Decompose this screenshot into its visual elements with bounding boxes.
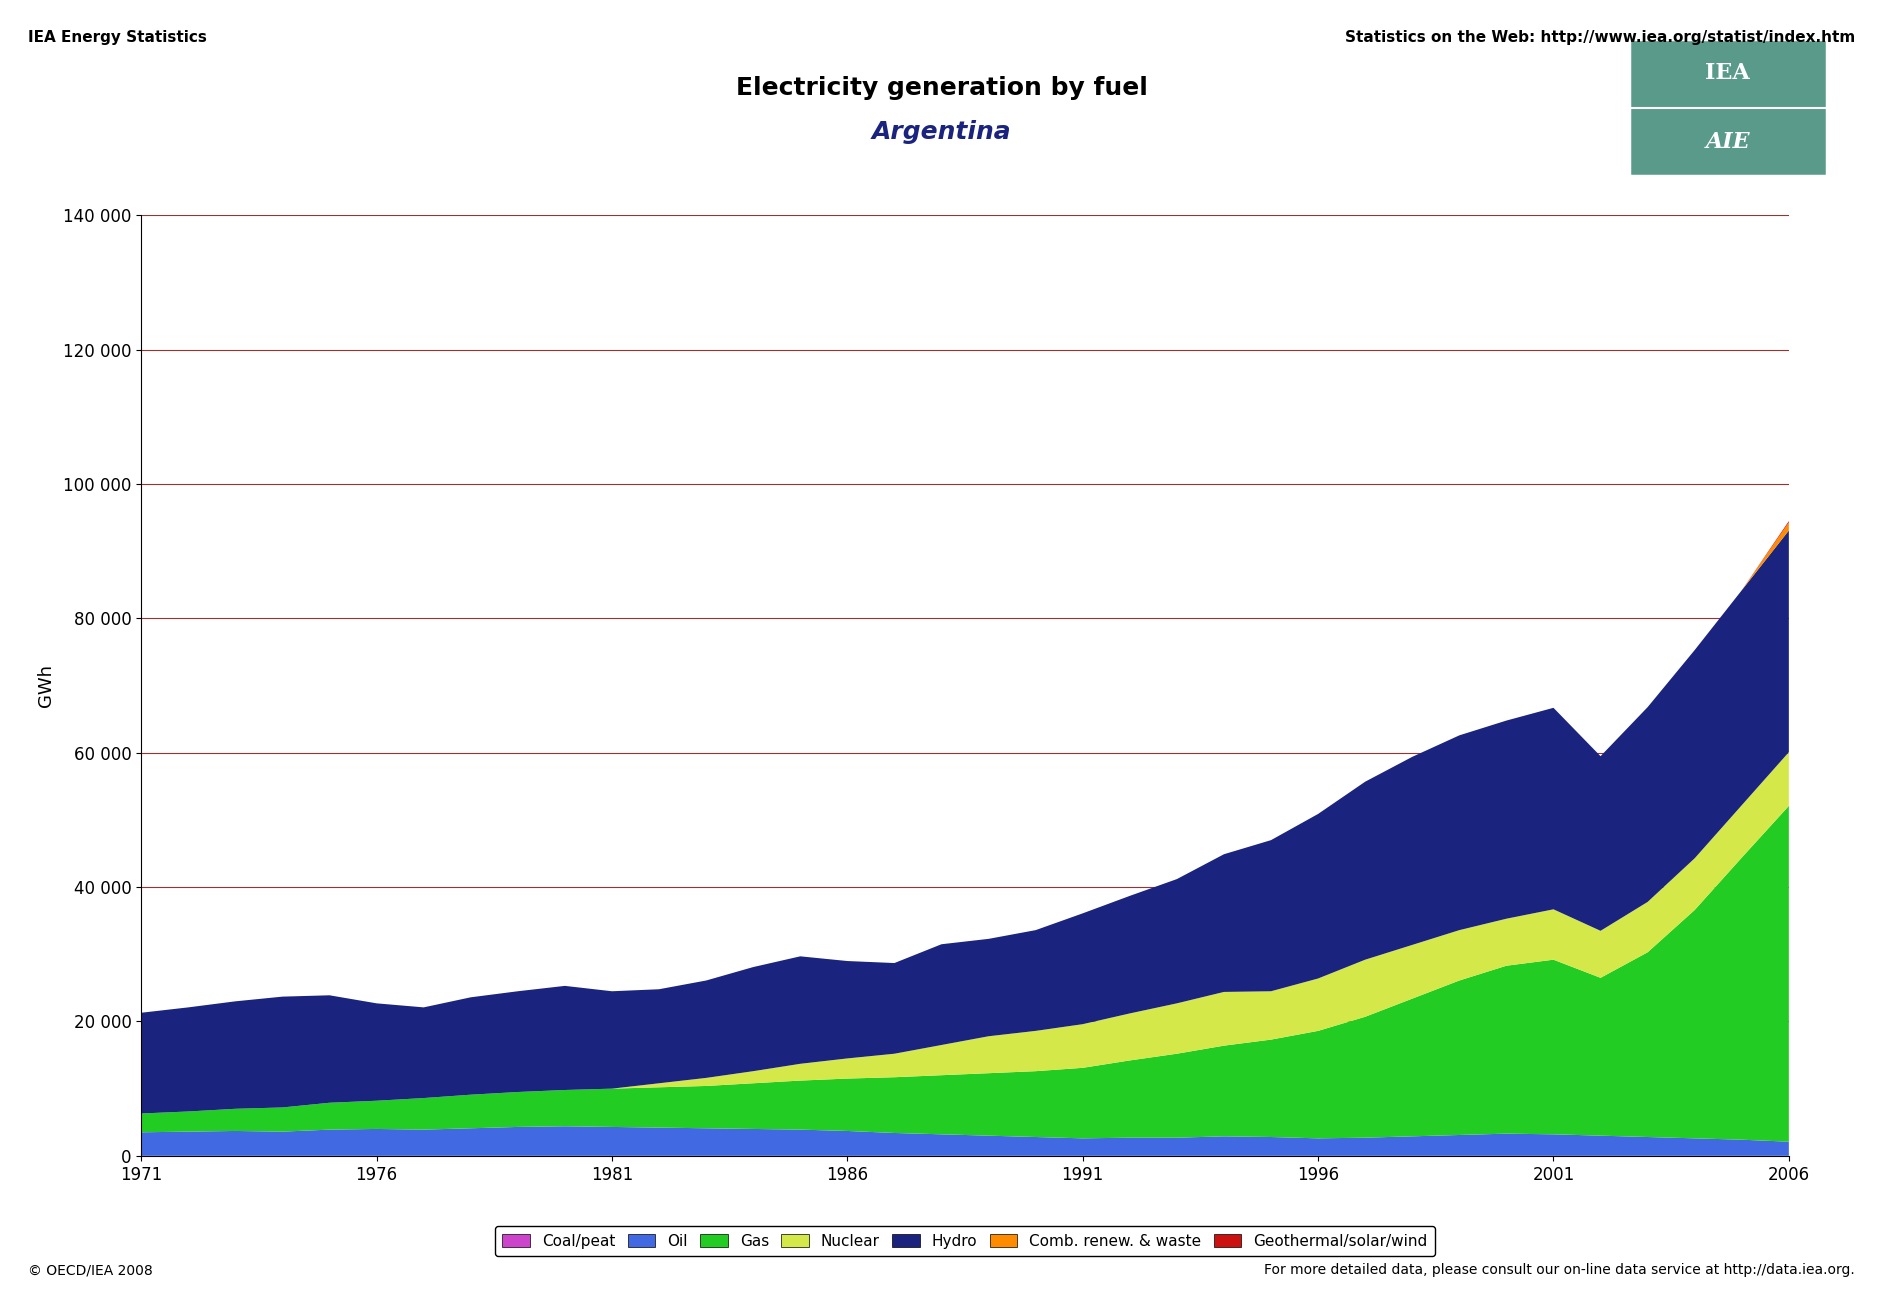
Text: AIE: AIE xyxy=(1705,131,1748,153)
Legend: Coal/peat, Oil, Gas, Nuclear, Hydro, Comb. renew. & waste, Geothermal/solar/wind: Coal/peat, Oil, Gas, Nuclear, Hydro, Com… xyxy=(495,1226,1434,1256)
Text: Argentina: Argentina xyxy=(871,120,1011,144)
Text: © OECD/IEA 2008: © OECD/IEA 2008 xyxy=(28,1263,152,1277)
Y-axis label: GWh: GWh xyxy=(36,665,55,707)
Text: Electricity generation by fuel: Electricity generation by fuel xyxy=(736,76,1146,99)
Text: IEA Energy Statistics: IEA Energy Statistics xyxy=(28,30,207,44)
Text: IEA: IEA xyxy=(1705,63,1748,85)
Text: Statistics on the Web: http://www.iea.org/statist/index.htm: Statistics on the Web: http://www.iea.or… xyxy=(1344,30,1854,44)
Text: For more detailed data, please consult our on-line data service at http://data.i: For more detailed data, please consult o… xyxy=(1263,1263,1854,1277)
